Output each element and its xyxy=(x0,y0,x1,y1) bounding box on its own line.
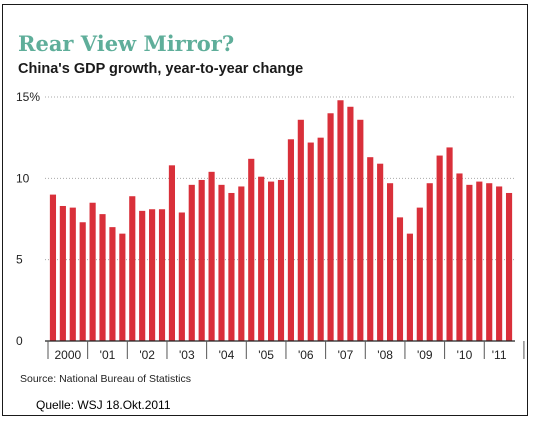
chart-subtitle: China's GDP growth, year-to-year change xyxy=(18,61,304,77)
bar xyxy=(268,181,275,341)
bar xyxy=(307,142,314,341)
bar xyxy=(158,209,166,341)
x-tick-label: '05 xyxy=(258,348,274,362)
chart-title: Rear View Mirror? xyxy=(18,31,235,56)
bar xyxy=(79,222,86,341)
x-tick-label: '07 xyxy=(338,348,354,362)
x-tick-label: '08 xyxy=(377,348,393,362)
bar xyxy=(218,184,225,341)
bar xyxy=(228,192,235,341)
bar xyxy=(337,100,344,342)
bar xyxy=(496,186,503,341)
bar xyxy=(119,233,126,341)
bar xyxy=(456,173,463,341)
bar xyxy=(99,214,106,341)
y-tick-label: 5 xyxy=(16,253,23,267)
source-note: Source: National Bureau of Statistics xyxy=(20,373,192,385)
x-tick-label: 2000 xyxy=(54,348,81,362)
bar xyxy=(287,139,294,341)
x-tick-label: '02 xyxy=(139,348,155,362)
x-tick-label: '01 xyxy=(100,348,116,362)
bar xyxy=(238,186,245,341)
bar xyxy=(208,171,215,341)
bar xyxy=(505,192,513,341)
y-tick-label: 0 xyxy=(16,334,23,348)
bar xyxy=(89,202,96,341)
x-tick-label: '04 xyxy=(219,348,235,362)
bar xyxy=(59,205,66,341)
bar xyxy=(446,147,453,341)
bar xyxy=(347,106,354,341)
bar xyxy=(168,165,176,341)
x-tick-label: '11 xyxy=(492,348,507,362)
bar xyxy=(436,155,443,341)
bar xyxy=(277,179,285,341)
y-tick-label: 15% xyxy=(16,90,40,104)
bar xyxy=(416,207,423,341)
bar xyxy=(149,209,156,341)
bar xyxy=(476,181,483,341)
bar xyxy=(426,183,433,341)
bar xyxy=(49,194,57,341)
bar xyxy=(178,212,185,341)
bar xyxy=(248,158,255,341)
bar xyxy=(486,183,493,341)
bar xyxy=(198,179,205,341)
caption-note: Quelle: WSJ 18.Okt.2011 xyxy=(36,398,171,412)
x-tick-label: '03 xyxy=(179,348,195,362)
bar xyxy=(258,176,265,341)
bar xyxy=(327,113,334,342)
bar xyxy=(396,217,404,341)
bar xyxy=(386,183,394,341)
x-tick-label: '10 xyxy=(457,348,473,362)
bar xyxy=(109,227,116,341)
bar xyxy=(317,137,324,341)
bar xyxy=(297,119,304,341)
bar xyxy=(406,233,413,341)
bar xyxy=(377,163,384,341)
bar xyxy=(466,184,473,341)
y-tick-label: 10 xyxy=(16,171,30,185)
bar xyxy=(129,196,136,341)
bar xyxy=(357,119,364,341)
x-tick-label: '09 xyxy=(417,348,433,362)
bar xyxy=(139,210,146,341)
bar xyxy=(69,207,76,341)
bar xyxy=(188,184,195,341)
bar xyxy=(367,157,374,341)
x-tick-label: '06 xyxy=(298,348,314,362)
